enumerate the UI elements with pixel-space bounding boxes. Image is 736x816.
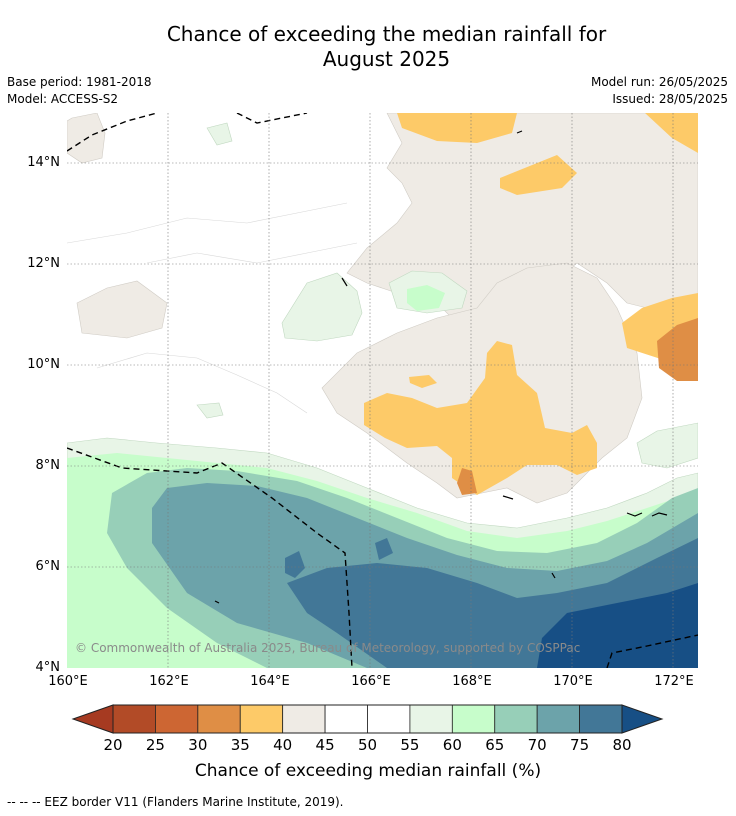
- lon-label-172e: 172°E: [654, 674, 694, 689]
- island-1: [516, 130, 523, 134]
- colorbar-cell: [197, 704, 241, 734]
- lat-label-8n: 8°N: [35, 458, 61, 473]
- colorbar-cell: [494, 704, 538, 734]
- eez-border-central: [67, 447, 353, 668]
- colorbar-tick-label: 20: [103, 736, 123, 754]
- lat-label-6n: 6°N: [35, 559, 61, 574]
- colorbar-tick-label: 30: [188, 736, 208, 754]
- colorbar: [71, 704, 664, 734]
- light-green-region-east: [636, 422, 698, 469]
- colorbar-cell: [282, 704, 326, 734]
- colorbar-cell: [324, 704, 368, 734]
- colorbar-tick-label: 75: [570, 736, 590, 754]
- green-region-north-spot: [407, 285, 445, 311]
- colorbar-tick-label: 25: [145, 736, 165, 754]
- dark-orange-region-central: [457, 468, 477, 495]
- island-2: [626, 512, 643, 517]
- island-6: [341, 277, 348, 287]
- contour-line-3: [146, 242, 358, 264]
- rainfall-map: [67, 113, 698, 668]
- blue-region-spot-mid: [375, 538, 393, 560]
- island-5: [502, 495, 514, 500]
- eez-footnote: -- -- -- EEZ border V11 (Flanders Marine…: [7, 795, 344, 809]
- model-run: Model run: 26/05/2025: [590, 75, 728, 89]
- eez-border-south-east: [606, 634, 698, 668]
- title-line-1: Chance of exceeding the median rainfall …: [166, 22, 607, 46]
- grid-lines: [67, 113, 698, 668]
- beige-region-west: [76, 280, 168, 339]
- map-title: Chance of exceeding the median rainfall …: [0, 22, 736, 72]
- base-period: Base period: 1981-2018: [7, 75, 152, 89]
- colorbar-tick-label: 65: [485, 736, 505, 754]
- eez-border-north: [67, 113, 308, 152]
- colorbar-tick-label: 60: [442, 736, 462, 754]
- colorbar-cell: [451, 704, 496, 734]
- light-green-region-spot: [196, 402, 224, 419]
- meta-left: Base period: 1981-2018 Model: ACCESS-S2: [7, 74, 152, 108]
- colorbar-title: Chance of exceeding median rainfall (%): [194, 761, 542, 781]
- orange-region-north: [397, 113, 517, 143]
- light-green-region-nw: [281, 272, 363, 342]
- colorbar-tick-label: 45: [315, 736, 335, 754]
- lon-label-160e: 160°E: [48, 674, 88, 689]
- island-7: [214, 600, 220, 604]
- colorbar-extend-high: [621, 704, 664, 734]
- colorbar-cell: [409, 704, 453, 734]
- contour-line-1: [67, 202, 348, 244]
- model-name: Model: ACCESS-S2: [7, 92, 119, 106]
- colorbar-tick-label: 70: [527, 736, 547, 754]
- lon-label-164e: 164°E: [250, 674, 290, 689]
- lon-label-168e: 168°E: [452, 674, 492, 689]
- contour-line-2: [96, 352, 308, 414]
- colorbar-cell: [155, 704, 199, 734]
- issued-date: Issued: 28/05/2025: [612, 92, 728, 106]
- colorbar-tick-label: 35: [230, 736, 250, 754]
- lon-label-170e: 170°E: [553, 674, 593, 689]
- copyright-notice: © Commonwealth of Australia 2025, Bureau…: [75, 641, 581, 655]
- colorbar-cells: [71, 704, 664, 734]
- lat-label-12n: 12°N: [27, 256, 60, 271]
- colorbar-cell: [536, 704, 580, 734]
- colorbar-cell: [239, 704, 284, 734]
- colorbar-tick-label: 50: [357, 736, 378, 754]
- orange-region-small: [409, 375, 437, 388]
- orange-region-central: [364, 341, 597, 495]
- title-line-2: August 2025: [322, 47, 451, 71]
- map-canvas: [67, 113, 698, 668]
- lat-label-10n: 10°N: [27, 357, 60, 372]
- lon-label-166e: 166°E: [351, 674, 391, 689]
- light-green-region-spot2: [206, 122, 233, 146]
- lon-label-162e: 162°E: [149, 674, 189, 689]
- beige-region-nw: [67, 113, 106, 164]
- meta-right: Model run: 26/05/2025 Issued: 28/05/2025: [591, 74, 728, 108]
- colorbar-frame: [112, 704, 623, 734]
- colorbar-cell: [367, 704, 411, 734]
- colorbar-cell: [579, 704, 623, 734]
- dark-blue-region: [537, 583, 698, 668]
- island-3: [651, 512, 668, 517]
- lat-label-4n: 4°N: [35, 660, 61, 675]
- colorbar-tick-label: 40: [273, 736, 293, 754]
- blue-region-spot-west: [285, 551, 305, 578]
- colorbar-tick-label: 55: [400, 736, 420, 754]
- colorbar-cell: [112, 704, 156, 734]
- colorbar-tick-label: 80: [612, 736, 632, 754]
- colorbar-extend-low: [71, 704, 114, 734]
- lat-label-14n: 14°N: [27, 155, 60, 170]
- orange-region-mid-north: [500, 155, 577, 195]
- orange-region-ne: [645, 113, 698, 153]
- island-4: [551, 572, 556, 579]
